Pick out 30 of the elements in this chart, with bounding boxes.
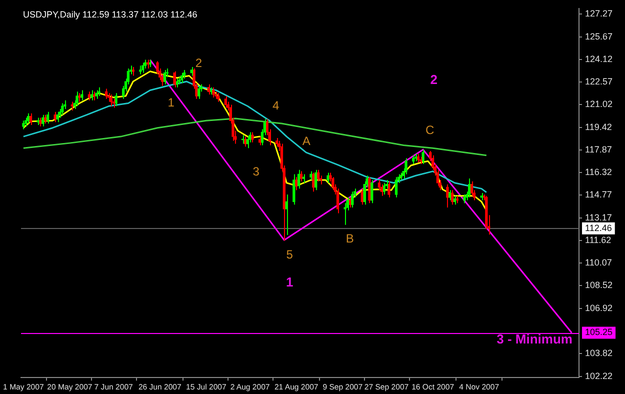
annotation: 2: [430, 72, 438, 88]
y-tick-label: 117.87: [585, 144, 612, 154]
annotation: 5: [286, 248, 294, 262]
y-tick-label: 124.12: [585, 54, 613, 64]
y-tick-label: 106.92: [585, 303, 613, 314]
y-tick-label: 111.62: [585, 235, 612, 245]
annotation: 3: [252, 164, 260, 179]
y-tick-label: 127.27: [585, 8, 613, 18]
y-tick-label: 113.17: [585, 212, 612, 223]
annotation: A: [302, 134, 310, 148]
y-tick-label: 122.57: [585, 76, 613, 86]
chart-title: USDJPY,Daily 112.59 113.37 112.03 112.46: [23, 9, 198, 20]
annotation: 2: [195, 56, 202, 70]
annotation: 4: [272, 98, 280, 112]
annotation: 1: [286, 274, 294, 290]
y-tick-label: 114.77: [585, 189, 612, 200]
annotation: 3 - Minimum: [496, 332, 572, 347]
y-tick-label: 110.07: [585, 257, 612, 268]
y-tick-label: 125.67: [585, 32, 613, 42]
y-tick-label: 103.82: [585, 348, 613, 358]
annotation: B: [346, 232, 354, 246]
y-tick-label: 108.52: [585, 280, 613, 290]
y-tick-label: 102.22: [585, 371, 613, 382]
y-tick-label: 121.02: [585, 98, 613, 109]
y-tick-label: 116.32: [585, 166, 612, 177]
annotation: C: [426, 123, 435, 138]
ref-line-label: 112.46: [585, 222, 612, 233]
ref-line-label: 105.25: [585, 327, 613, 338]
y-tick-label: 119.42: [585, 122, 612, 132]
annotation: 1: [168, 95, 175, 110]
